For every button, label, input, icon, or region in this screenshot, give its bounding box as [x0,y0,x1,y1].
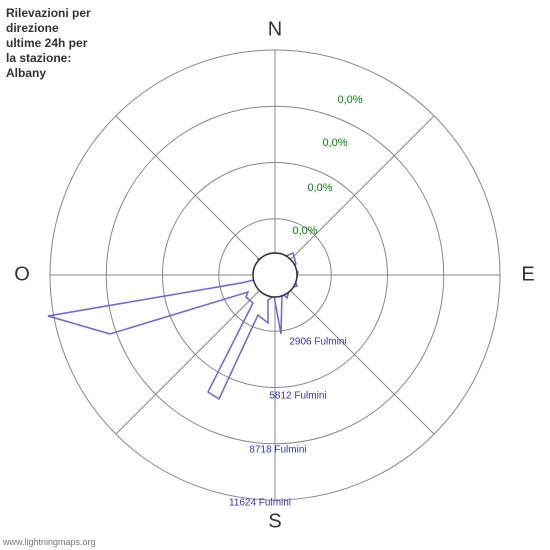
count-label: 5812 Fulmini [269,391,326,402]
chart-title: Rilevazioni perdirezioneultime 24h perla… [6,6,91,81]
cardinal-N: N [268,19,282,42]
ring-percent-label: 0,0% [322,137,347,149]
ring-percent-label: 0,0% [337,94,362,106]
polar-chart-container: Rilevazioni perdirezioneultime 24h perla… [0,0,550,550]
cardinal-E: E [521,264,534,287]
ring-percent-label: 0,0% [307,182,332,194]
ring-percent-label: 0,0% [292,225,317,237]
footer-credit: www.lightningmaps.org [3,537,96,547]
count-label: 8718 Fulmini [249,445,306,456]
count-label: 2906 Fulmini [289,337,346,348]
chart-svg [0,0,550,550]
cardinal-S: S [268,511,281,534]
count-label: 11624 Fulmini [229,498,291,509]
cardinal-O: O [14,264,30,287]
